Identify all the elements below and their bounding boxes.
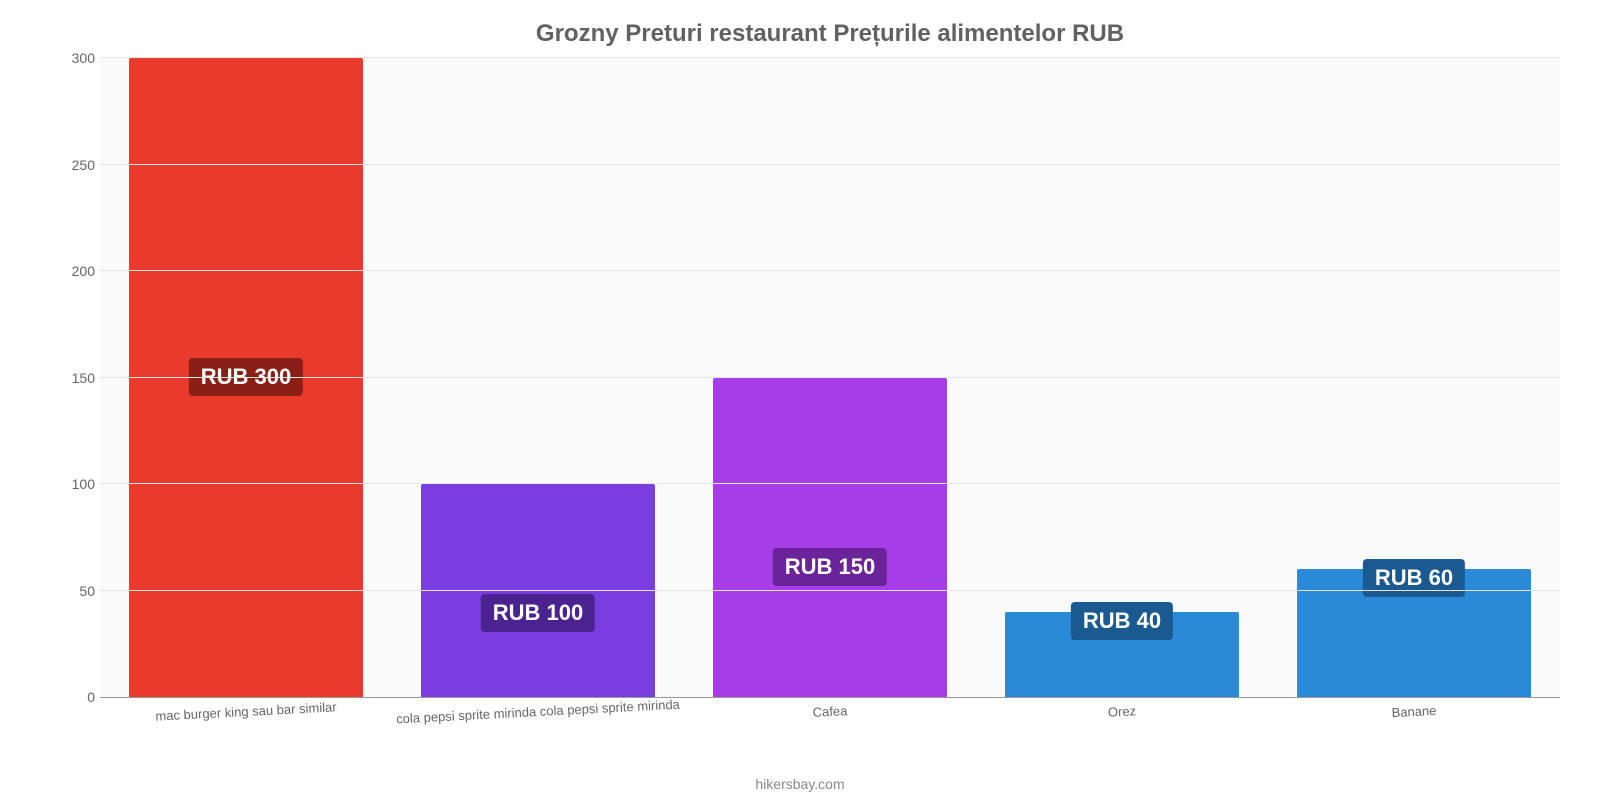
y-tick: 150 bbox=[50, 370, 95, 386]
grid-line bbox=[100, 164, 1560, 165]
bar-slot: RUB 150 bbox=[684, 58, 976, 697]
x-axis-label: Cafea bbox=[684, 696, 976, 726]
x-axis-labels: mac burger king sau bar similarcola peps… bbox=[100, 704, 1560, 719]
bar-slot: RUB 100 bbox=[392, 58, 684, 697]
grid-line bbox=[100, 483, 1560, 484]
bar-slot: RUB 60 bbox=[1268, 58, 1560, 697]
bar: RUB 300 bbox=[129, 58, 363, 697]
x-axis-label: Orez bbox=[976, 696, 1268, 726]
y-tick: 50 bbox=[50, 583, 95, 599]
bar: RUB 150 bbox=[713, 378, 947, 698]
bar-value-label: RUB 40 bbox=[1071, 602, 1173, 640]
x-axis-label: Banane bbox=[1268, 696, 1560, 726]
bar-slot: RUB 300 bbox=[100, 58, 392, 697]
bar: RUB 40 bbox=[1005, 612, 1239, 697]
footer-note: hikersbay.com bbox=[0, 776, 1600, 792]
grid-line bbox=[100, 590, 1560, 591]
chart-container: Grozny Preturi restaurant Prețurile alim… bbox=[0, 0, 1600, 800]
y-tick: 0 bbox=[50, 689, 95, 705]
grid-line bbox=[100, 57, 1560, 58]
bars-row: RUB 300 RUB 100 RUB 150 RUB 40 RUB 60 bbox=[100, 58, 1560, 697]
x-axis-label: cola pepsi sprite mirinda cola pepsi spr… bbox=[392, 696, 684, 726]
x-axis-label: mac burger king sau bar similar bbox=[100, 696, 392, 726]
y-tick: 250 bbox=[50, 157, 95, 173]
bar-value-label: RUB 100 bbox=[481, 594, 595, 632]
grid-line bbox=[100, 377, 1560, 378]
chart-title: Grozny Preturi restaurant Prețurile alim… bbox=[100, 20, 1560, 48]
bar: RUB 100 bbox=[421, 484, 655, 697]
y-axis: 050100150200250300 bbox=[50, 58, 95, 697]
y-tick: 100 bbox=[50, 476, 95, 492]
y-tick: 200 bbox=[50, 263, 95, 279]
grid-line bbox=[100, 270, 1560, 271]
bar-value-label: RUB 60 bbox=[1363, 559, 1465, 597]
y-tick: 300 bbox=[50, 50, 95, 66]
plot-area: 050100150200250300 RUB 300RUB 100RUB 150… bbox=[100, 58, 1560, 698]
bar: RUB 60 bbox=[1297, 569, 1531, 697]
bar-value-label: RUB 150 bbox=[773, 548, 887, 586]
bar-slot: RUB 40 bbox=[976, 58, 1268, 697]
